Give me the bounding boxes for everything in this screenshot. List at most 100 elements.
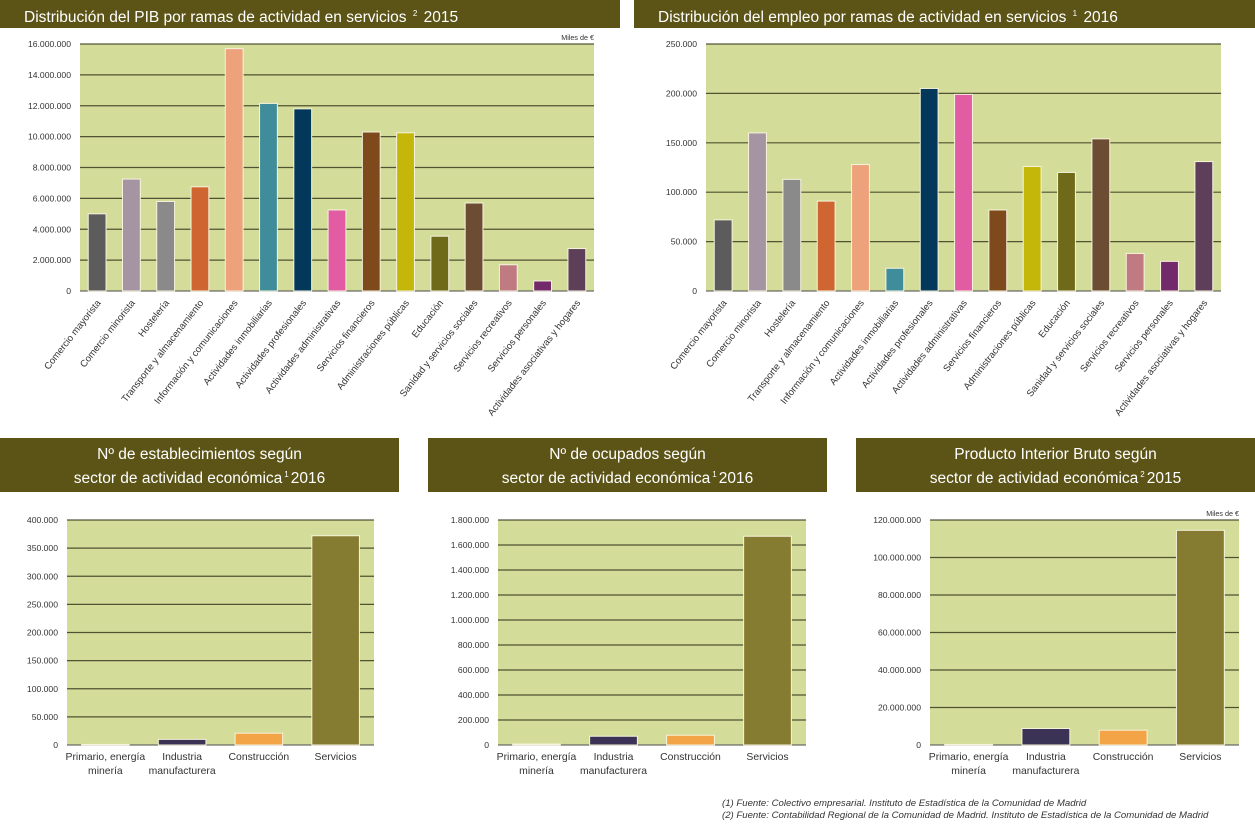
chart-header-establecimientos: Nº de establecimientos según sector de a… [0, 438, 399, 492]
y-tick-label: 400.000 [27, 515, 58, 525]
y-tick-label: 1.000.000 [451, 615, 489, 625]
chart-header-empleo-servicios: Distribución del empleo por ramas de act… [634, 0, 1255, 28]
bar [430, 235, 450, 292]
x-tick-label: Servicios recreativos [452, 298, 515, 375]
y-tick-label: 2.000.000 [33, 255, 71, 265]
x-tick-label: Administraciones públicas [962, 298, 1039, 392]
x-tick-label: Actividades inmobiliarias [201, 298, 274, 388]
bar [1160, 260, 1179, 292]
bar [121, 178, 141, 292]
chart-header-pib-servicios: Distribución del PIB por ramas de activi… [0, 0, 620, 28]
x-tick-label: Industria [594, 752, 634, 763]
y-tick-label: 4.000.000 [33, 224, 71, 234]
chart-title-line1: Producto Interior Bruto según [954, 446, 1157, 463]
bar [1125, 252, 1145, 292]
bar [988, 209, 1008, 292]
bar [498, 264, 518, 292]
bar [1091, 138, 1111, 292]
bar [713, 219, 733, 292]
footnotes: (1) Fuente: Colectivo empresarial. Insti… [722, 798, 1208, 822]
y-tick-label: 100.000 [666, 187, 697, 197]
y-tick-label: 80.000.000 [878, 590, 921, 600]
bar [589, 735, 638, 746]
bar [190, 186, 210, 292]
y-tick-label: 200.000 [27, 628, 58, 638]
bar [954, 93, 973, 292]
y-tick-label: 14.000.000 [28, 70, 71, 80]
y-tick-label: 600.000 [458, 665, 489, 675]
x-tick-label: Servicios [315, 752, 357, 763]
chart-title: Distribución del empleo por ramas de act… [658, 9, 1067, 26]
bar [234, 732, 284, 746]
x-tick-label: Industria [1026, 752, 1066, 763]
bar [666, 734, 715, 746]
y-tick-label: 1.800.000 [451, 515, 489, 525]
bar [944, 743, 994, 746]
x-tick-label: Construcción [229, 752, 290, 763]
chart-year: 2016 [1083, 9, 1118, 26]
y-tick-label: 20.000.000 [878, 703, 921, 713]
y-tick-label: 150.000 [666, 138, 697, 148]
chart-header-pib-sector: Producto Interior Bruto según sector de … [856, 438, 1255, 492]
bar [512, 743, 561, 746]
bar [885, 267, 905, 292]
y-tick-label: 300.000 [27, 571, 58, 581]
x-tick-label: Servicios [1179, 752, 1221, 763]
bar [533, 280, 553, 292]
y-tick-label: 12.000.000 [28, 101, 71, 111]
x-tick-label: Construcción [1093, 752, 1154, 763]
x-tick-label: Servicios personales [486, 298, 549, 375]
bar [81, 743, 130, 746]
x-tick-label: Construcción [660, 752, 721, 763]
bar [1021, 728, 1071, 746]
y-tick-label: 50.000 [671, 237, 698, 247]
x-tick-label: Comercio mayorista [668, 298, 730, 373]
y-tick-label: 1.600.000 [451, 540, 489, 550]
bar [259, 102, 278, 292]
y-tick-label: 10.000.000 [28, 132, 71, 142]
bar [782, 178, 802, 292]
bar [919, 87, 939, 292]
footnote-ref: 1 [712, 470, 717, 479]
bar [464, 202, 484, 292]
x-tick-label: minería [951, 766, 986, 777]
y-tick-label: 1.200.000 [451, 590, 489, 600]
bar [327, 209, 347, 292]
unit-label: Miles de € [1206, 509, 1239, 518]
bar [1175, 529, 1225, 746]
bar [293, 108, 313, 292]
chart-year: 2015 [1146, 470, 1182, 487]
chart-title-line2: sector de actividad económica [929, 470, 1139, 487]
y-tick-label: 1.400.000 [451, 565, 489, 575]
x-tick-label: Primario, energía [929, 752, 1009, 763]
bar [748, 132, 767, 292]
unit-label: Miles de € [561, 33, 594, 42]
bar [816, 200, 836, 292]
bar [1057, 171, 1076, 292]
x-tick-label: Hostelería [763, 298, 799, 340]
bar [1022, 166, 1042, 292]
y-tick-label: 120.000.000 [873, 515, 921, 525]
y-tick-label: 800.000 [458, 640, 489, 650]
y-tick-label: 50.000 [32, 712, 59, 722]
x-tick-label: manufacturera [580, 766, 647, 777]
x-tick-label: Educación [410, 298, 446, 340]
footnote-1: (1) Fuente: Colectivo empresarial. Insti… [722, 798, 1087, 809]
footnote-ref: 2 [1140, 470, 1145, 479]
footnote-ref: 1 [1072, 9, 1078, 18]
chart-title-line2: sector de actividad económica [73, 470, 283, 487]
y-tick-label: 200.000 [666, 88, 697, 98]
bar [87, 213, 107, 292]
x-tick-label: Servicios financieros [315, 298, 378, 374]
bar [396, 132, 415, 292]
y-tick-label: 350.000 [27, 543, 58, 553]
y-tick-label: 0 [66, 286, 71, 296]
x-tick-label: Primario, energía [497, 752, 577, 763]
footnote-ref: 1 [284, 470, 289, 479]
y-tick-label: 6.000.000 [33, 193, 71, 203]
chart-title-line1: Nº de ocupados según [549, 446, 706, 463]
y-tick-label: 16.000.000 [28, 39, 71, 49]
bar [156, 200, 176, 292]
x-tick-label: minería [88, 766, 123, 777]
bar [567, 248, 587, 292]
